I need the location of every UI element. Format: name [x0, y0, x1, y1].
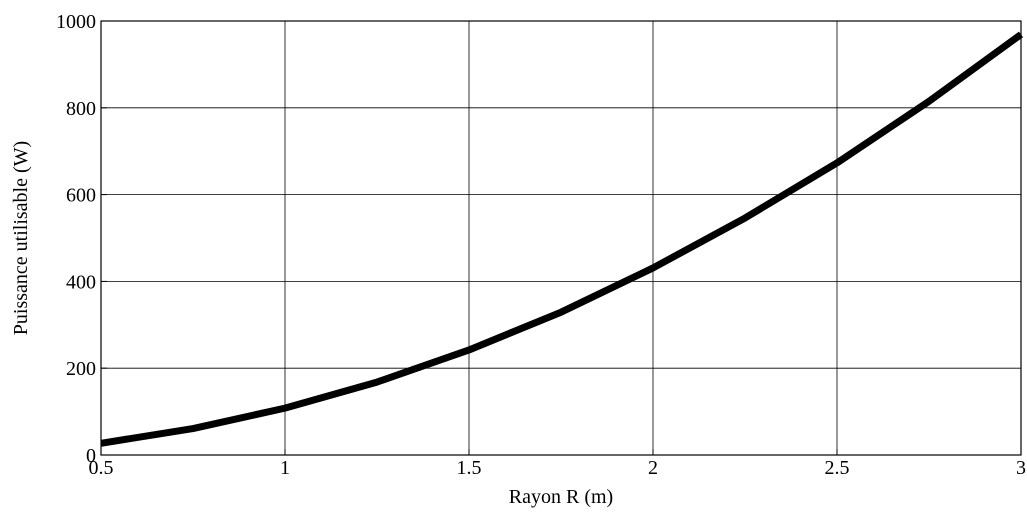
x-tick-label: 2	[648, 457, 658, 479]
x-tick-label: 2.5	[825, 457, 850, 479]
y-tick-label: 200	[66, 358, 96, 380]
x-tick-label: 1	[280, 457, 290, 479]
y-tick-label: 800	[66, 98, 96, 120]
x-tick-label: 3	[1016, 457, 1026, 479]
plot-frame	[101, 21, 1021, 455]
y-tick-label: 1000	[56, 11, 96, 33]
y-tick-label: 400	[66, 271, 96, 293]
y-axis-label: Puissance utilisable (W)	[10, 141, 32, 335]
series-line-0	[101, 34, 1021, 443]
y-tick-label: 600	[66, 185, 96, 207]
x-axis-label: Rayon R (m)	[509, 486, 613, 508]
series-layer	[101, 34, 1021, 443]
grid	[101, 21, 1021, 455]
y-tick-label: 0	[86, 445, 96, 467]
x-tick-label: 1.5	[457, 457, 482, 479]
